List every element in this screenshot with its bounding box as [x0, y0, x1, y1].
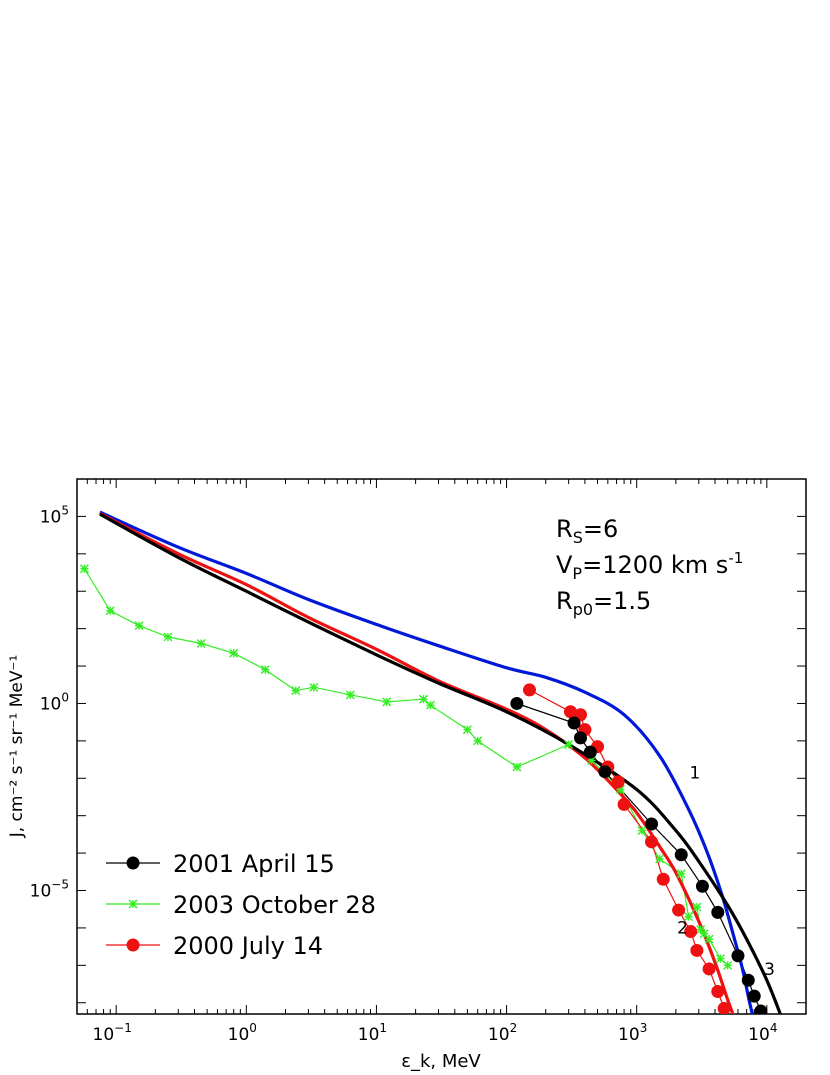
data-point: [79, 564, 89, 574]
series-line-2: [529, 689, 725, 1009]
annotation-vp: VP=1200 km s-1: [556, 549, 743, 583]
data-point: [583, 745, 597, 759]
data-point: [291, 686, 301, 696]
data-point: [382, 697, 392, 707]
data-point: [196, 639, 206, 649]
data-point: [637, 826, 647, 836]
x-tick-label: 100: [228, 1021, 257, 1045]
data-point: [741, 973, 755, 987]
data-point: [695, 879, 709, 893]
legend-label: 2000 July 14: [173, 932, 323, 960]
x-tick-label: 104: [748, 1021, 777, 1045]
data-point: [683, 912, 693, 922]
data-point: [105, 606, 115, 616]
plot-frame: [76, 478, 807, 1015]
parameter-annotation: RS=6 VP=1200 km s-1 Rp0=1.5: [556, 515, 743, 619]
data-point: [656, 872, 670, 886]
data-point: [510, 696, 524, 710]
curve-labels: 1 2 3: [677, 763, 775, 980]
model-curve-1: [99, 510, 754, 1014]
data-point: [512, 762, 522, 772]
curve-label: 1: [689, 763, 700, 783]
data-point: [611, 775, 625, 789]
x-tick-label: 103: [618, 1021, 647, 1045]
data-point: [462, 725, 472, 735]
data-point: [655, 854, 665, 864]
data-point: [702, 962, 716, 976]
y-tick-label: 105: [40, 503, 69, 527]
legend-label: 2003 October 28: [173, 891, 376, 919]
annotation-rs: RS=6: [556, 515, 618, 547]
x-tick-label: 102: [488, 1021, 517, 1045]
data-point: [723, 960, 733, 970]
data-point: [684, 925, 698, 939]
data-point: [229, 648, 239, 658]
data-point: [522, 683, 536, 697]
legend-marker: [126, 856, 140, 870]
legend-marker: [126, 938, 140, 952]
data-point: [134, 621, 144, 631]
y-tick-labels: 105 100 10−5: [30, 503, 69, 901]
data-point: [674, 848, 688, 862]
data-point: [711, 984, 725, 998]
data-point: [309, 682, 319, 692]
data-point: [731, 949, 745, 963]
data-point: [564, 739, 574, 749]
data-point: [704, 934, 714, 944]
data-point: [425, 700, 435, 710]
data-point: [747, 989, 761, 1003]
x-tick-labels: 10−1 100 101 102 103 104: [93, 1021, 778, 1045]
axis-ticks: [76, 478, 807, 1014]
data-point: [473, 736, 483, 746]
model-curve-3: [99, 512, 783, 1014]
data-point: [598, 765, 612, 779]
legend-label: 2001 April 15: [173, 850, 335, 878]
data-point: [567, 716, 581, 730]
data-point: [260, 665, 270, 675]
y-tick-label: 100: [40, 690, 69, 714]
data-point: [692, 902, 702, 912]
legend: 2001 April 15 2003 October 28 2000 July 14: [106, 850, 376, 960]
y-tick-label: 10−5: [30, 878, 69, 902]
x-tick-label: 101: [358, 1021, 387, 1045]
data-point: [645, 817, 659, 831]
data-point: [617, 797, 631, 811]
annotation-rp: Rp0=1.5: [556, 587, 651, 619]
curve-label: 2: [677, 919, 688, 939]
data-point: [717, 1002, 731, 1014]
data-point: [715, 954, 725, 964]
x-axis-label: ε_k, MeV: [401, 1051, 481, 1072]
data-point: [672, 903, 686, 917]
data-point: [574, 731, 588, 745]
data-point: [676, 869, 686, 879]
data-point: [587, 755, 597, 765]
data-point: [690, 943, 704, 957]
data-point: [163, 632, 173, 642]
x-tick-label: 10−1: [93, 1021, 132, 1045]
legend-marker: [128, 899, 138, 909]
data-point: [345, 690, 355, 700]
plot-area: [79, 510, 783, 1014]
curve-label: 3: [764, 960, 775, 980]
data-point: [645, 835, 659, 849]
data-point: [711, 905, 725, 919]
y-axis-label: J, cm⁻² s⁻¹ sr⁻¹ MeV⁻¹: [7, 655, 27, 839]
data-point: [754, 1004, 768, 1014]
